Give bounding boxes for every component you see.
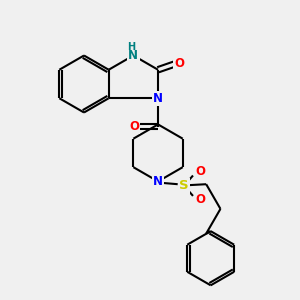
Text: O: O	[196, 193, 206, 206]
Text: S: S	[179, 179, 188, 192]
Text: O: O	[175, 57, 184, 70]
Text: O: O	[129, 120, 139, 133]
Text: N: N	[128, 49, 138, 62]
Text: N: N	[153, 92, 163, 105]
Text: O: O	[196, 165, 206, 178]
Text: N: N	[153, 175, 163, 188]
Text: H: H	[127, 42, 135, 52]
